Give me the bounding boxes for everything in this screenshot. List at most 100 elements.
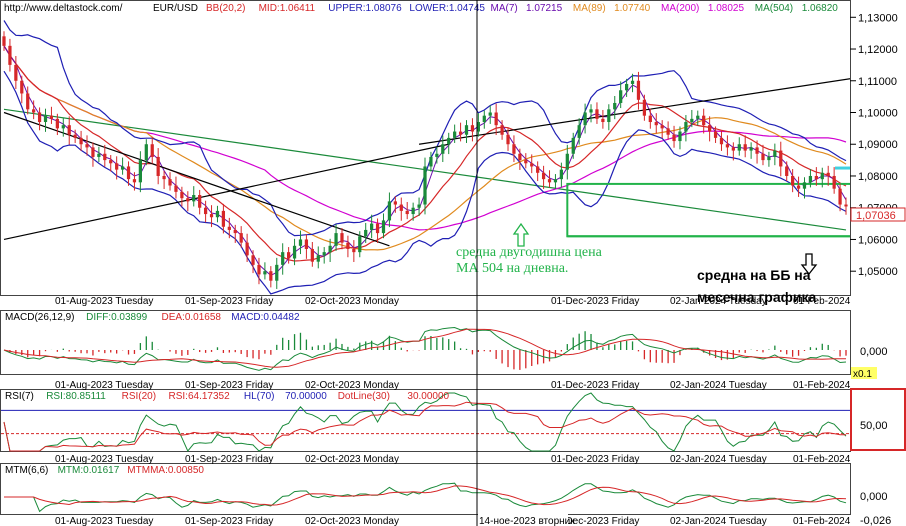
candle-body <box>767 156 771 161</box>
candle-body <box>150 144 154 157</box>
price-tick-label: 1,12000 <box>858 44 898 56</box>
candle-body <box>43 115 48 123</box>
candle-body <box>85 144 89 148</box>
trend-line[interactable] <box>418 78 858 145</box>
candle-body <box>832 175 836 189</box>
rsi-date-label: 01-Dec-2023 Friday <box>551 454 639 465</box>
macd-date-label: 01-Feb-2024 <box>793 380 851 391</box>
rsi7-line <box>3 392 847 452</box>
candle-body <box>417 204 421 208</box>
macd-legend-item: MACD(26,12,9) <box>5 312 74 323</box>
candle-body <box>702 115 706 126</box>
candle-body <box>844 204 848 207</box>
price-tick-label: 1,13000 <box>858 12 898 24</box>
crosshair-date-label: 14-ное-2023 вторник <box>479 516 575 526</box>
candle-body <box>796 185 801 189</box>
candle-body <box>316 255 320 262</box>
candle-body <box>713 131 718 138</box>
candle-body <box>476 122 480 132</box>
candle-body <box>482 115 486 123</box>
candle-body <box>785 166 789 176</box>
candle-body <box>79 137 83 145</box>
rsi-date-label: 01-Feb-2024 <box>793 454 851 465</box>
candle-body <box>731 147 735 151</box>
candle-body <box>684 122 688 132</box>
trend-line[interactable] <box>3 111 390 247</box>
candle-body <box>269 271 273 281</box>
last-price-label: 1,07036 <box>856 210 896 222</box>
candle-body <box>233 229 237 234</box>
candle-body <box>761 153 765 161</box>
candle-body <box>743 144 747 151</box>
candle-body <box>435 153 439 157</box>
candle-body <box>607 109 611 123</box>
candle-body <box>14 64 18 81</box>
candle-body <box>221 210 226 227</box>
candle-body <box>630 80 635 84</box>
ma89-line <box>3 45 847 251</box>
candle-body <box>595 109 599 119</box>
header-legend-item: 1.07215 <box>526 3 563 14</box>
rsi-date-label: 02-Jan-2024 Tuesday <box>670 454 767 465</box>
macd-scale-badge[interactable]: x0.1 <box>853 369 872 380</box>
candle-body <box>26 93 30 110</box>
mtm-date-label: 01-Dec-2023 Friday <box>551 516 639 526</box>
mtm-pane[interactable] <box>0 463 851 515</box>
candle-body <box>126 166 131 180</box>
mtm-legend-item: MTM(6,6) <box>5 465 48 476</box>
candle-body <box>227 226 231 230</box>
candle-body <box>109 160 113 164</box>
candle-body <box>375 223 380 234</box>
candle-body <box>405 210 409 215</box>
price-date-label: 01-Sep-2023 Friday <box>185 296 273 307</box>
trend-line[interactable] <box>3 143 449 241</box>
candle-body <box>690 118 694 123</box>
candle-body <box>458 131 463 135</box>
candle-body <box>678 131 682 142</box>
candle-body <box>672 134 676 142</box>
header-legend-item: MA(7) <box>491 3 518 14</box>
candle-body <box>399 204 403 211</box>
candle-body <box>814 175 818 180</box>
candle-body <box>779 150 783 167</box>
macd-legend-item: DEA:0.01658 <box>162 312 222 323</box>
candle-body <box>292 245 297 259</box>
candle-body <box>215 210 220 218</box>
price-pane[interactable] <box>0 0 851 296</box>
bb-lower-line <box>3 70 847 295</box>
candle-body <box>648 115 652 123</box>
candle-body <box>488 112 492 116</box>
candle-body <box>791 175 795 186</box>
candle-body <box>642 99 647 116</box>
candle-body <box>2 36 6 46</box>
rsi-legend-item: RSI(20) <box>122 391 156 402</box>
candle-body <box>660 125 664 129</box>
bb-annotation-line1: средна на ББ на <box>697 267 811 283</box>
candle-body <box>536 166 540 173</box>
candle-body <box>310 248 314 262</box>
candle-body <box>334 233 338 246</box>
candle-body <box>364 229 368 237</box>
rsi-legend-item: RSI(7) <box>5 391 34 402</box>
header-legend-item: MA(504) <box>755 3 793 14</box>
price-tick-label: 1,08000 <box>858 171 898 183</box>
candle-body <box>120 166 125 170</box>
price-date-label: 02-Jan-2024 Tuesday <box>670 296 767 307</box>
candle-body <box>506 134 510 145</box>
candle-body <box>696 115 700 119</box>
rsi-date-label: 01-Aug-2023 Tuesday <box>55 454 153 465</box>
candle-body <box>67 125 71 135</box>
candle-body <box>553 179 558 183</box>
last-price-tag <box>850 207 906 222</box>
candle-body <box>583 112 587 126</box>
candle-body <box>619 90 623 103</box>
candle-body <box>346 242 350 249</box>
macd-legend-item: MACD:0.04482 <box>231 312 300 323</box>
macd-pane[interactable] <box>0 310 851 375</box>
candle-body <box>138 160 142 183</box>
candle-body <box>636 80 641 100</box>
range-box[interactable] <box>566 182 858 238</box>
candle-body <box>239 233 243 243</box>
rsi-legend-item: RSI:80.85111 <box>46 391 106 402</box>
